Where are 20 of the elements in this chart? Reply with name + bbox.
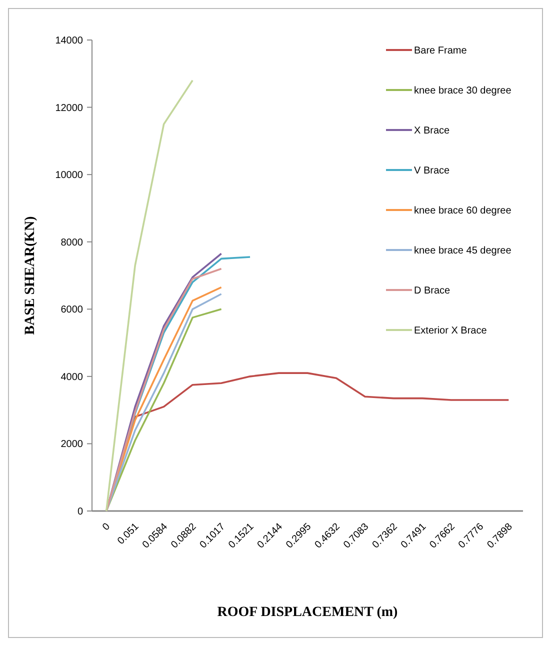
y-tick-label: 0 — [77, 506, 84, 518]
y-tick-label: 14000 — [55, 36, 84, 46]
y-tick-label: 8000 — [60, 237, 84, 248]
y-tick-label: 4000 — [60, 372, 84, 383]
legend-label: knee brace 30 degree — [414, 86, 512, 96]
x-axis-title: ROOF DISPLACEMENT (m) — [217, 605, 398, 620]
legend-label: Bare Frame — [414, 46, 468, 56]
y-tick-label: 6000 — [60, 304, 84, 316]
y-tick-label: 10000 — [55, 170, 84, 182]
legend-label: X Brace — [414, 126, 450, 136]
legend-label: knee brace 45 degree — [414, 246, 512, 256]
y-axis-title: BASE SHEAR(KN) — [23, 216, 38, 335]
legend-label: V Brace — [414, 166, 450, 176]
line-series — [105, 79, 194, 512]
legend-label: D Brace — [414, 286, 451, 296]
y-tick-label: 12000 — [55, 102, 84, 114]
y-tick-label: 2000 — [60, 439, 84, 450]
legend-label: Exterior X Brace — [414, 326, 488, 336]
x-tick-label: 0 — [100, 521, 113, 534]
legend-label: knee brace 60 degree — [414, 206, 512, 216]
